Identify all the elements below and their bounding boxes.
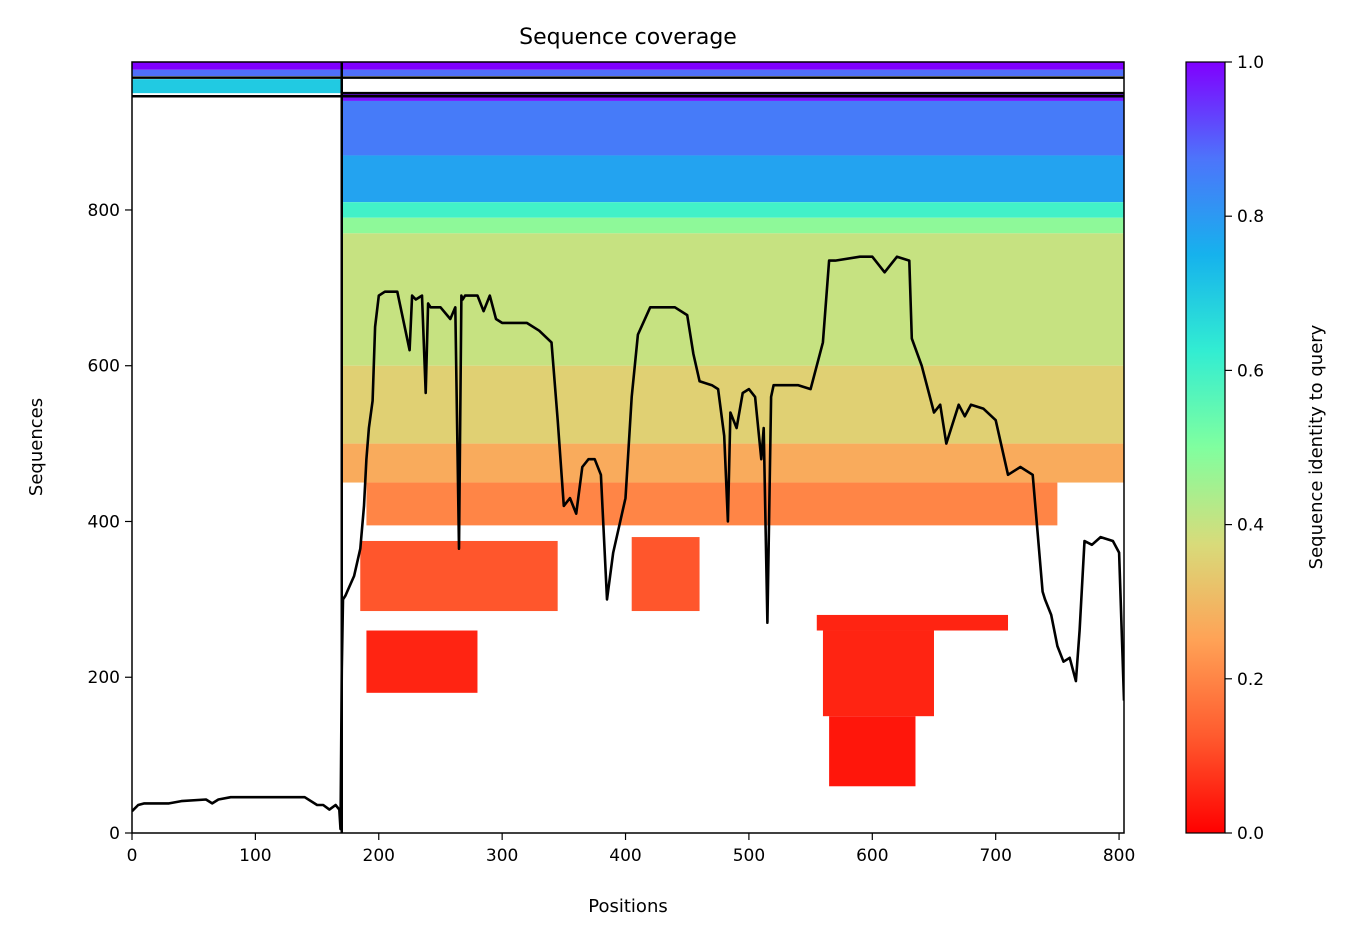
identity-block — [341, 100, 1124, 156]
identity-block — [132, 79, 342, 94]
colorbar — [1185, 61, 1226, 834]
colorbar-tick-label: 0.2 — [1237, 670, 1264, 690]
x-axis: 0 100 200 300 400 500 600 700 800 — [127, 833, 1135, 866]
colorbar-tick-label: 1.0 — [1237, 53, 1264, 73]
colorbar-label: Sequence identity to query — [1306, 324, 1327, 569]
x-tick-label: 800 — [1103, 846, 1135, 866]
identity-block — [341, 79, 1124, 92]
identity-block — [360, 540, 558, 612]
y-axis: 0 200 400 600 800 — [88, 201, 132, 844]
x-tick-label: 400 — [609, 846, 641, 866]
colorbar-tick-label: 0.8 — [1237, 207, 1264, 227]
identity-block — [341, 443, 1124, 483]
identity-block — [822, 630, 934, 717]
identity-block — [341, 365, 1124, 444]
identity-block — [631, 537, 700, 612]
y-tick-label: 200 — [88, 668, 120, 688]
identity-block — [341, 233, 1124, 366]
coverage-line — [132, 255, 1124, 831]
identity-block — [132, 69, 1124, 77]
x-axis-label: Positions — [588, 896, 667, 917]
x-tick-label: 600 — [856, 846, 888, 866]
y-tick-label: 600 — [88, 357, 120, 377]
identity-block — [341, 217, 1124, 234]
x-tick-label: 500 — [733, 846, 765, 866]
y-tick-label: 800 — [88, 201, 120, 221]
identity-block — [829, 716, 916, 787]
identity-block — [816, 614, 1009, 631]
y-tick-label: 400 — [88, 512, 120, 532]
plot-frame — [131, 61, 1125, 834]
identity-block — [341, 202, 1124, 218]
x-tick-label: 700 — [979, 846, 1011, 866]
colorbar-ticks: 0.0 0.2 0.4 0.6 0.8 1.0 — [1225, 53, 1264, 844]
x-tick-label: 0 — [127, 846, 138, 866]
colorbar-tick-label: 0.4 — [1237, 516, 1264, 536]
chart-title: Sequence coverage — [519, 25, 737, 50]
identity-block — [366, 630, 478, 693]
x-tick-label: 200 — [363, 846, 395, 866]
y-tick-label: 0 — [109, 824, 120, 844]
heatmap-area — [132, 62, 1124, 833]
x-tick-label: 300 — [486, 846, 518, 866]
identity-block — [132, 62, 1124, 70]
identity-block — [366, 482, 1058, 526]
y-axis-label: Sequences — [26, 398, 47, 496]
identity-block — [341, 155, 1124, 203]
colorbar-tick-label: 0.6 — [1237, 361, 1264, 381]
colorbar-tick-label: 0.0 — [1237, 824, 1264, 844]
x-tick-label: 100 — [239, 846, 271, 866]
